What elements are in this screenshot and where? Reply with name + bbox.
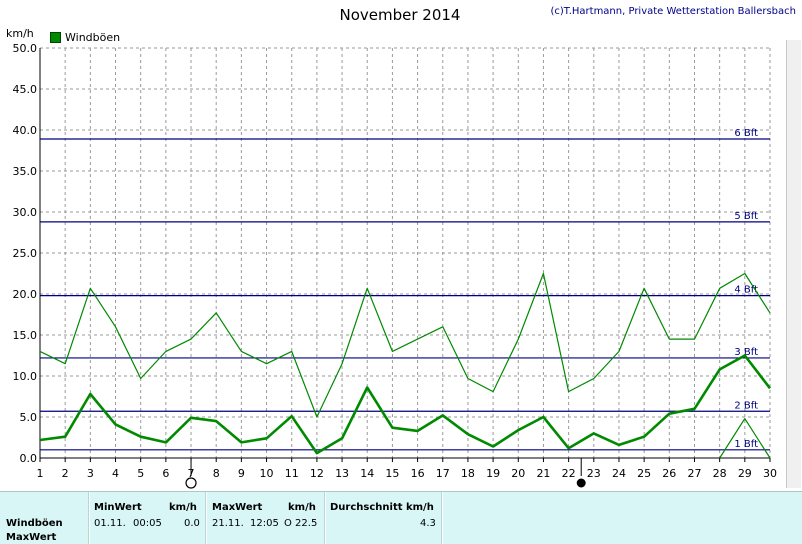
x-tick-label: 20 — [511, 467, 525, 480]
y-tick-label: 20.0 — [13, 288, 38, 301]
beaufort-label: 1 Bft — [734, 439, 758, 450]
x-tick-label: 30 — [763, 467, 777, 480]
statistics-panel: Windböen MaxWert MinWert km/h 01.11. 00:… — [0, 491, 802, 544]
average-value: 4.3 — [420, 518, 436, 529]
x-tick-label: 8 — [213, 467, 220, 480]
min-header: MinWert — [94, 502, 142, 513]
x-tick-label: 11 — [285, 467, 299, 480]
y-tick-label: 0.0 — [20, 452, 38, 465]
y-tick-label: 30.0 — [13, 206, 38, 219]
full-moon-icon — [185, 477, 197, 489]
x-tick-label: 10 — [260, 467, 274, 480]
x-tick-label: 12 — [310, 467, 324, 480]
x-tick-label: 19 — [486, 467, 500, 480]
vertical-scrollbar[interactable] — [786, 40, 801, 488]
y-axis-unit: km/h — [6, 27, 34, 40]
series-line-1 — [39, 272, 771, 418]
x-tick-label: 14 — [360, 467, 374, 480]
beaufort-label: 4 Bft — [734, 285, 758, 296]
divider — [88, 492, 90, 544]
y-tick-label: 5.0 — [20, 411, 38, 424]
x-tick-label: 28 — [713, 467, 727, 480]
y-tick-label: 10.0 — [13, 370, 38, 383]
beaufort-label: 3 Bft — [734, 347, 758, 358]
min-date: 01.11. — [94, 518, 126, 529]
credit-text: (c)T.Hartmann, Private Wetterstation Bal… — [550, 6, 796, 17]
max-value: O 22.5 — [284, 518, 318, 529]
legend-swatch — [50, 32, 61, 43]
x-tick-label: 15 — [385, 467, 399, 480]
new-moon-icon — [576, 478, 586, 488]
y-tick-label: 35.0 — [13, 165, 38, 178]
x-tick-label: 3 — [87, 467, 94, 480]
y-tick-label: 15.0 — [13, 329, 38, 342]
x-tick-label: 9 — [238, 467, 245, 480]
average-header: Durchschnitt km/h — [330, 502, 434, 513]
x-tick-label: 5 — [137, 467, 144, 480]
x-tick-label: 17 — [436, 467, 450, 480]
chart-title: November 2014 — [339, 6, 461, 24]
legend-label: Windböen — [65, 31, 121, 44]
divider — [205, 492, 207, 544]
max-date: 21.11. — [212, 518, 244, 529]
x-tick-label: 27 — [687, 467, 701, 480]
wind-gust-chart: 0.0 5.0 10.0 15.0 20.0 25.0 30.0 35.0 40.0 45.0 50… — [13, 42, 777, 489]
y-tick-label: 40.0 — [13, 124, 38, 137]
x-tick-label: 24 — [612, 467, 626, 480]
max-header: MaxWert — [212, 502, 263, 513]
x-tick-label: 18 — [461, 467, 475, 480]
x-tick-label: 2 — [62, 467, 69, 480]
min-time: 00:05 — [133, 518, 162, 529]
x-tick-label: 1 — [37, 467, 44, 480]
row-label-windboeen: Windböen — [6, 518, 63, 529]
divider — [441, 492, 443, 544]
x-tick-label: 13 — [335, 467, 349, 480]
min-value: 0.0 — [184, 518, 200, 529]
divider — [324, 492, 326, 544]
series-line-2 — [39, 354, 772, 455]
legend: Windböen — [50, 31, 120, 44]
chart-area: 0.0 5.0 10.0 15.0 20.0 25.0 30.0 35.0 40.0 45.0 50… — [6, 6, 801, 489]
x-tick-label: 4 — [112, 467, 119, 480]
y-tick-label: 25.0 — [13, 247, 38, 260]
max-unit-header: km/h — [288, 502, 316, 513]
beaufort-label: 2 Bft — [734, 400, 758, 411]
x-tick-label: 16 — [411, 467, 425, 480]
x-tick-label: 26 — [662, 467, 676, 480]
y-tick-label: 45.0 — [13, 83, 38, 96]
row-label-maxwert: MaxWert — [6, 532, 57, 543]
beaufort-label: 6 Bft — [734, 128, 758, 139]
x-tick-label: 22 — [562, 467, 576, 480]
min-unit-header: km/h — [169, 502, 197, 513]
x-tick-label: 25 — [637, 467, 651, 480]
x-tick-label: 6 — [162, 467, 169, 480]
beaufort-label: 5 Bft — [734, 211, 758, 222]
x-tick-label: 23 — [587, 467, 601, 480]
x-tick-label: 29 — [738, 467, 752, 480]
series-line-3 — [719, 418, 771, 459]
x-tick-label: 21 — [536, 467, 550, 480]
y-tick-label: 50.0 — [13, 42, 38, 55]
max-time: 12:05 — [250, 518, 279, 529]
